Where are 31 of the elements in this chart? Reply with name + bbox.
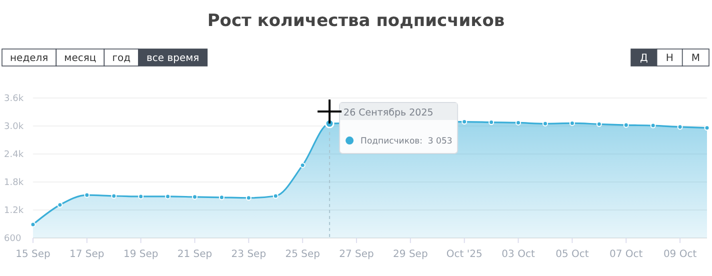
y-tick-label: 1.8k <box>4 178 24 188</box>
chart-title: Рост количества подписчиков <box>207 11 505 31</box>
x-tick-label: 19 Sep <box>123 249 158 260</box>
y-tick-label: 2.4k <box>4 150 24 160</box>
x-tick-label: 29 Sep <box>393 249 428 260</box>
text: месяц <box>64 53 96 64</box>
text: год <box>112 53 131 64</box>
x-tick-label: 27 Sep <box>339 249 374 260</box>
x-tick-label: 07 Oct <box>610 249 643 260</box>
text: Д <box>640 53 648 64</box>
x-tick-label: 17 Sep <box>70 249 104 260</box>
text: неделя <box>10 53 48 64</box>
text: М <box>691 53 700 64</box>
tooltip: 26 Сентябрь 2025 Подписчиков: 3 053 <box>339 102 458 154</box>
x-tick-label: Oct '25 <box>446 249 482 260</box>
x-tick-label: 15 Sep <box>16 249 50 260</box>
y-tick-label: 600 <box>4 234 22 244</box>
text: все время <box>146 53 200 64</box>
annotation: Подписчиков: 3 053 <box>360 136 452 147</box>
x-tick-label: 23 Sep <box>231 249 266 260</box>
y-tick-label: 3.6k <box>4 94 24 104</box>
annotation: 26 Сентябрь 2025 <box>344 108 434 119</box>
y-tick-label: 3.0k <box>4 122 24 132</box>
point <box>57 202 63 208</box>
x-tick-label: 25 Sep <box>285 249 320 260</box>
x-tick-label: 05 Oct <box>556 249 589 260</box>
x-tick-label: 03 Oct <box>502 249 535 260</box>
x-tick-label: 21 Sep <box>177 249 212 260</box>
text: Н <box>666 53 674 64</box>
x-tick-label: 09 Oct <box>663 249 697 260</box>
y-tick-label: 1.2k <box>4 206 24 216</box>
